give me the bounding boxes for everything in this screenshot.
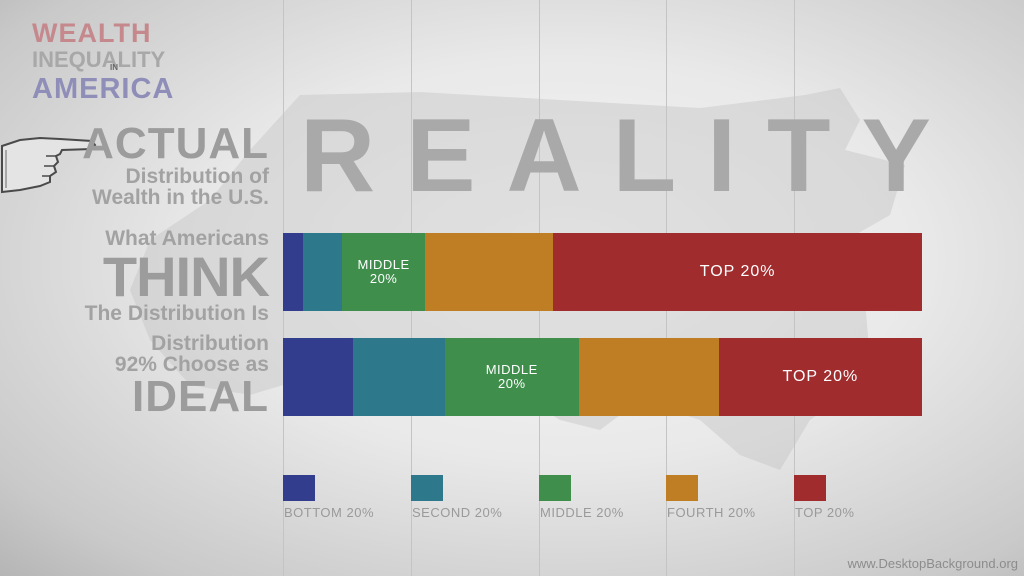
logo-line-in: IN [110, 63, 118, 72]
legend-label: BOTTOM 20% [284, 505, 375, 520]
ideal-label-line2: 92% Choose as [114, 352, 269, 376]
bar-segment [578, 338, 719, 416]
think-distribution-bar: MIDDLE 20% TOP 20% [283, 233, 922, 311]
bar-segment [425, 233, 554, 311]
actual-row-label: ACTUAL Distribution of Wealth in the U.S… [82, 122, 269, 209]
legend-swatch [539, 475, 571, 501]
ideal-label-big: IDEAL [132, 372, 269, 422]
reality-headline: REALITY [300, 98, 962, 214]
bar-segment-label: TOP 20% [782, 367, 859, 385]
bar-segment [353, 338, 445, 416]
think-row-label: What Americans THINK The Distribution Is [84, 227, 270, 326]
bar-segment [283, 338, 354, 416]
logo-line-america: AMERICA [32, 73, 175, 105]
legend-label: TOP 20% [795, 505, 855, 520]
watermark-text: www.DesktopBackground.org [847, 556, 1018, 571]
bar-segment-label: MIDDLE 20% [485, 362, 538, 391]
ideal-row-label: Distribution 92% Choose as IDEAL [114, 332, 269, 422]
wealth-inequality-logo: WEALTH INEQUALITY IN AMERICA [32, 20, 202, 104]
legend-swatch [794, 475, 826, 501]
legend-label: MIDDLE 20% [540, 505, 624, 520]
bar-segment: MIDDLE 20% [341, 233, 426, 311]
legend-swatch [666, 475, 698, 501]
logo-line-wealth: WEALTH [32, 18, 152, 48]
think-label-big: THINK [102, 245, 270, 309]
think-label-line1: What Americans [105, 227, 269, 250]
pointing-hand-icon [0, 136, 97, 194]
actual-label-line2: Wealth in the U.S. [92, 186, 269, 210]
logo-line-inequality: INEQUALITY [32, 47, 166, 72]
legend-swatch [411, 475, 443, 501]
bar-segment-label: MIDDLE 20% [357, 257, 410, 286]
bar-segment [283, 233, 304, 311]
ideal-distribution-bar: MIDDLE 20% TOP 20% [283, 338, 922, 416]
actual-label-line1: Distribution of [125, 165, 269, 188]
actual-label-big: ACTUAL [82, 119, 269, 168]
bar-segment [303, 233, 342, 311]
legend-swatch [283, 475, 315, 501]
bar-segment: TOP 20% [553, 233, 922, 311]
bar-segment-label: TOP 20% [699, 262, 776, 280]
legend-label: FOURTH 20% [667, 505, 756, 520]
ideal-label-line1: Distribution [151, 332, 269, 355]
think-label-line2: The Distribution Is [84, 302, 269, 326]
bar-segment: TOP 20% [718, 338, 922, 416]
bar-segment: MIDDLE 20% [444, 338, 579, 416]
legend-label: SECOND 20% [412, 505, 503, 520]
